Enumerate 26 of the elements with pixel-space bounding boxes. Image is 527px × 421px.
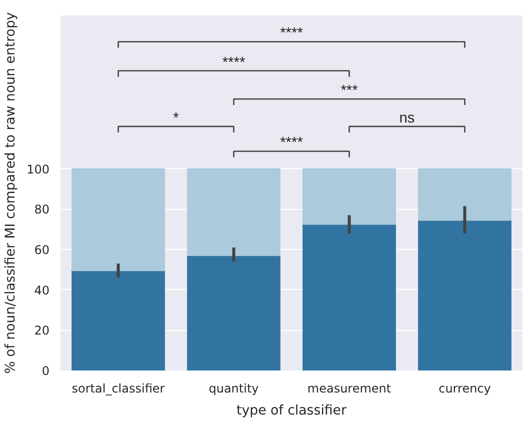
x-tick-label: quantity xyxy=(208,382,259,396)
y-tick-label: 60 xyxy=(34,242,50,257)
bar xyxy=(187,168,280,256)
y-tick-label: 100 xyxy=(26,162,50,176)
bar xyxy=(418,168,512,221)
bar xyxy=(72,270,165,370)
x-axis-title: type of classifier xyxy=(236,404,347,418)
bar xyxy=(418,220,512,370)
annotation: ns xyxy=(399,110,415,126)
annotation: * xyxy=(173,110,180,126)
bar xyxy=(302,168,396,225)
x-tick-label: measurement xyxy=(307,382,392,396)
annotation: *** xyxy=(340,83,358,100)
annotation: **** xyxy=(280,26,304,42)
y-tick-label: 0 xyxy=(42,364,50,378)
y-tick-label: 80 xyxy=(34,202,50,217)
x-tick-label: currency xyxy=(438,382,491,396)
y-tick-label: 20 xyxy=(34,324,50,338)
annotation: **** xyxy=(280,135,304,152)
annotation: **** xyxy=(222,54,246,71)
y-axis-title: % of noun/classifier MI compared to raw noun entropy xyxy=(4,12,19,374)
y-tick-label: 40 xyxy=(34,283,50,298)
bar xyxy=(72,168,165,272)
bar xyxy=(187,255,280,370)
x-tick-label: sortal_classifier xyxy=(72,382,165,396)
bar xyxy=(302,224,396,370)
